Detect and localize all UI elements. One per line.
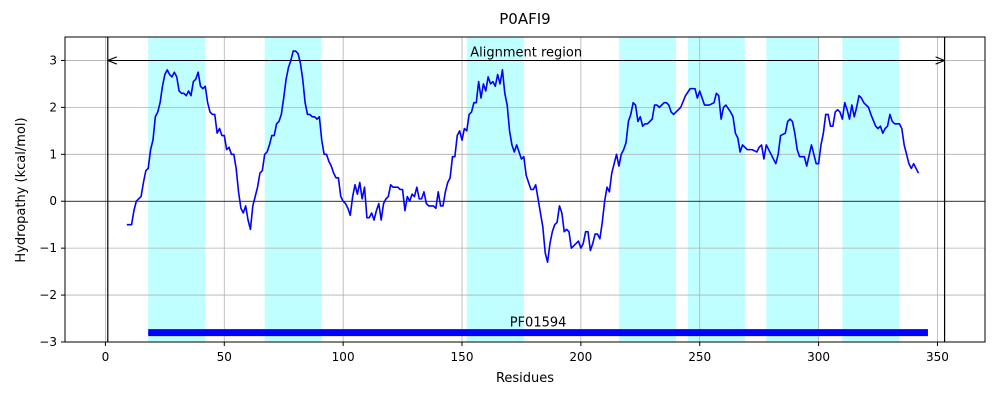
hydropathy-line [126,50,920,264]
shaded-region [766,37,819,342]
y-tick-label: −1 [39,241,57,255]
shaded-region [842,37,900,342]
grid [61,37,985,346]
y-tick-label: −3 [39,335,57,349]
labels: 0 50 100 150 200 250 300 350 −3 −2 −1 0 1 2 3 Alignment… [39,45,949,364]
plot-frame [64,36,986,343]
y-tick-label: 2 [49,100,57,114]
marks [65,37,985,342]
x-tick-label: 100 [332,350,355,364]
domain-label: PF01594 [510,316,567,331]
y-tick-label: 1 [49,147,57,161]
x-tick-label: 0 [102,350,110,364]
shaded-region [618,37,676,342]
x-axis-label: Residues [496,371,554,386]
x-tick-label: 150 [451,350,474,364]
y-tick-label: −2 [39,288,57,302]
x-tick-label: 350 [926,350,949,364]
y-tick-label: 0 [49,194,57,208]
alignment-label: Alignment region [470,45,582,60]
y-tick-label: 3 [49,53,57,67]
shaded-region [148,37,206,342]
x-tick-label: 250 [688,350,711,364]
x-tick-label: 200 [569,350,592,364]
x-tick-label: 300 [807,350,830,364]
y-axis-label: Hydropathy (kcal/mol) [14,117,29,262]
shaded-region [466,37,524,342]
shaded-region [687,37,745,342]
chart-title: P0AFI9 [499,10,550,28]
shaded-region [264,37,322,342]
x-tick-label: 50 [217,350,232,364]
shaded-regions [148,37,900,342]
